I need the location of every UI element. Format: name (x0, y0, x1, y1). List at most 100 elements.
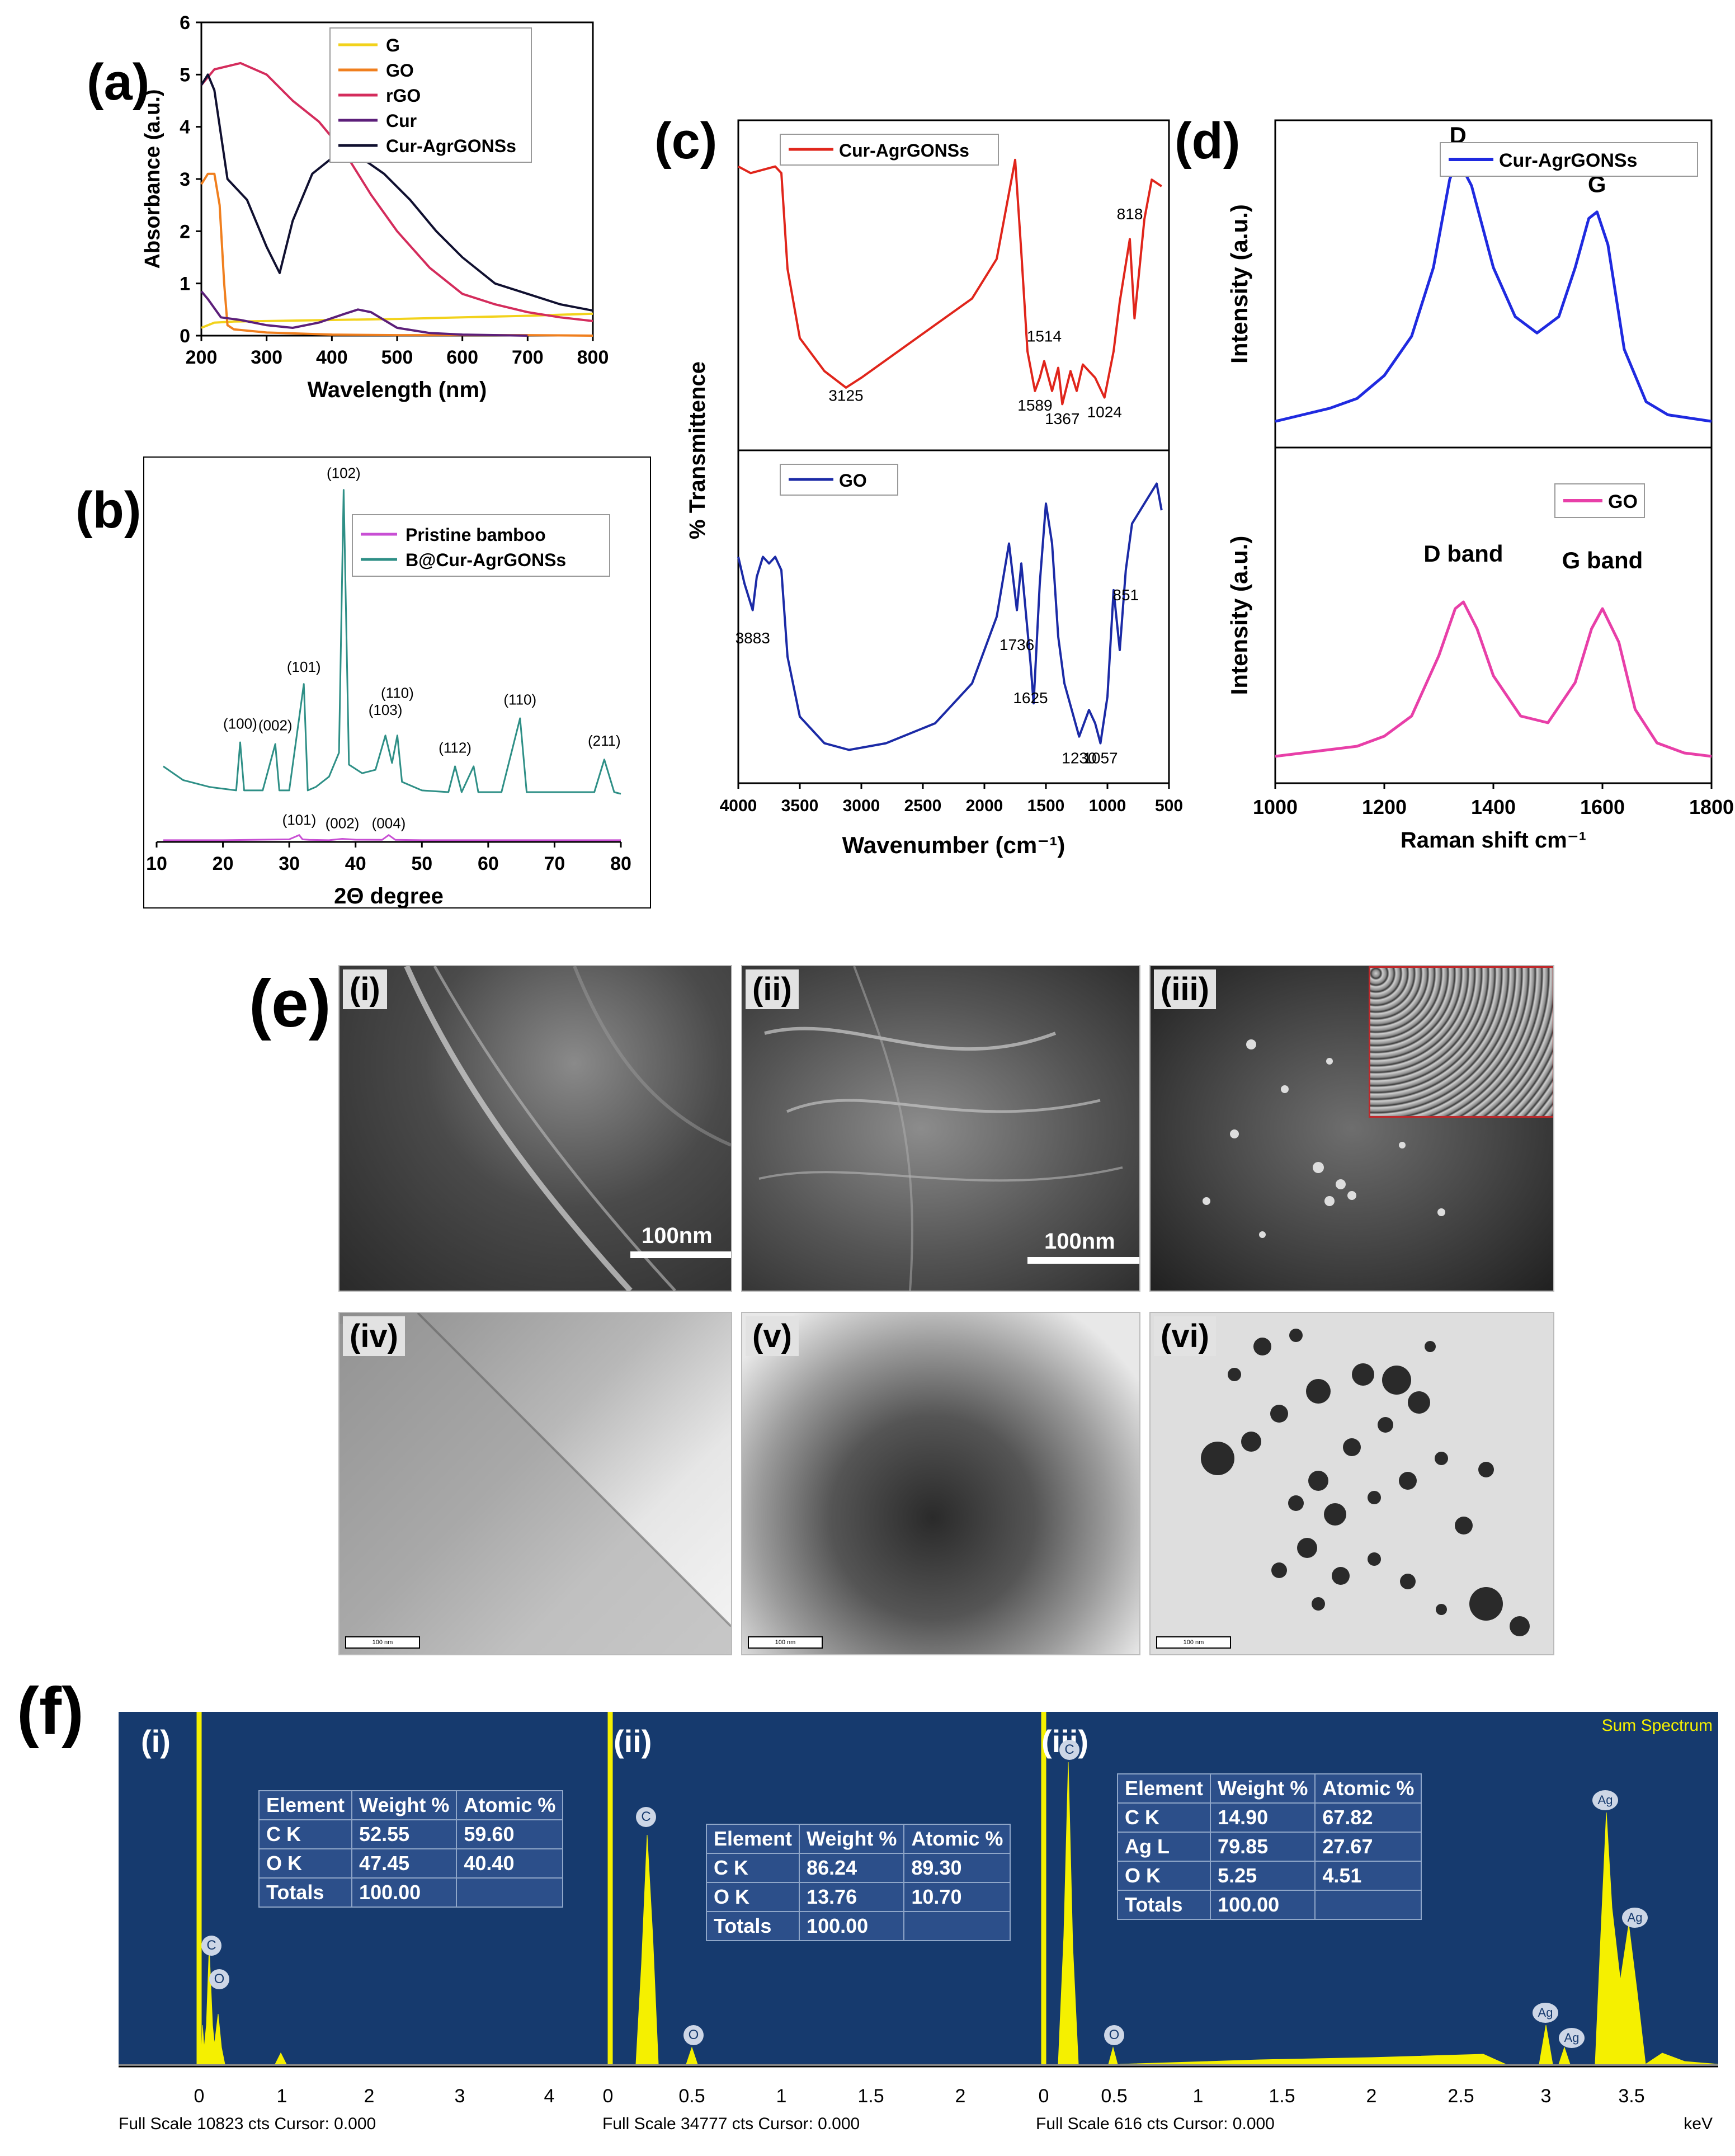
eds-tick: 1.5 (1269, 2086, 1295, 2107)
peak-annotation-c: 1230 (1062, 749, 1096, 766)
legend-label-c: Cur-AgrGONSs (839, 140, 969, 161)
legend-label-a: G (386, 35, 400, 55)
series-line-b-1 (163, 489, 621, 795)
x-tick-label-a: 500 (381, 347, 413, 368)
x-tick-label-c: 4000 (720, 797, 757, 815)
tem-scalebar-iv: 100 nm (345, 1636, 420, 1649)
peak-annotation-b: (110) (381, 684, 414, 701)
sem-image-ii: (ii) 100nm (741, 965, 1140, 1292)
peak-annotation-c: 818 (1117, 205, 1143, 223)
x-tick-label-a: 700 (512, 347, 544, 368)
sem-image-i: (i) 100nm (338, 965, 732, 1292)
series-line-a-3 (200, 290, 528, 337)
eds-tag-i: (i) (141, 1724, 171, 1759)
series-line-d-0 (1275, 158, 1712, 423)
eds-cell: 4.51 (1314, 1861, 1422, 1891)
x-tick-label-c: 3500 (781, 797, 819, 815)
peak-annotation-b: (211) (588, 732, 621, 749)
eds-tick: 0 (194, 2086, 205, 2107)
eds-sum-spectrum: Sum Spectrum (1601, 1716, 1713, 1735)
x-tick-label-b: 60 (478, 853, 499, 874)
eds-cell: 13.76 (799, 1882, 905, 1912)
tile-tag-ii: (ii) (746, 969, 799, 1009)
eds-cell: 14.90 (1210, 1802, 1316, 1833)
legend-label-d: GO (1608, 491, 1638, 512)
peak-annotation-c: 1024 (1087, 403, 1122, 421)
legend-label-c: GO (839, 470, 867, 491)
sem-tem-grid: (i) 100nm (ii) 100nm (iii) (iv (333, 965, 1566, 1661)
eds-peak-ag1-iii: Ag (1533, 2003, 1558, 2023)
eds-cell: Ag L (1116, 1832, 1211, 1862)
eds-peak-c-ii: C (636, 1807, 656, 1827)
eds-peak-o-ii: O (683, 2025, 704, 2045)
eds-cell: 100.00 (799, 1911, 905, 1941)
eds-head: Atomic % (1314, 1773, 1422, 1804)
y-axis-label-d-bottom: Intensity (a.u.) (1226, 536, 1252, 695)
peak-annotation-d: D band (1423, 540, 1503, 567)
eds-axis-ticks-i: 0 1 2 3 4 (119, 2065, 602, 2107)
eds-panel-i: (i) C O Element Weight % Atomic % C K 52.55… (119, 1712, 602, 2064)
x-axis-label-b: 2Θ degree (334, 884, 444, 908)
eds-tick: 0 (1039, 2086, 1049, 2107)
peak-annotation-c: 1625 (1013, 689, 1048, 707)
x-tick-label-d: 1600 (1580, 795, 1625, 818)
series-line-a-1 (200, 172, 593, 337)
chart-d-raman: 1000 1200 1400 1600 1800 Raman shift cm⁻¹ Inte… (1226, 119, 1734, 853)
legend-d-top (1440, 142, 1698, 177)
peak-annotation-c: 1057 (1083, 749, 1118, 766)
eds-tick: 0.5 (1101, 2086, 1127, 2107)
x-tick-label-c: 2000 (966, 797, 1003, 815)
series-line-a-0 (201, 312, 593, 329)
y-axis-label-c: % Transmittence (685, 361, 710, 539)
eds-cell: Totals (258, 1877, 353, 1908)
series-line-b-0 (163, 834, 621, 841)
eds-head: Weight % (1210, 1773, 1316, 1804)
x-tick-label-c: 3000 (843, 797, 880, 815)
tem-texture-iv (340, 1313, 731, 1654)
plot-frame-d (1274, 119, 1713, 784)
y-tick-label-a: 6 (180, 12, 190, 34)
tile-tag-vi: (vi) (1154, 1316, 1216, 1356)
x-tick-label-c: 2500 (904, 797, 942, 815)
eds-cell: 86.24 (799, 1853, 905, 1883)
series-line-d-1 (1275, 600, 1712, 758)
eds-cell: 100.00 (1210, 1890, 1316, 1920)
legend-label-a: rGO (386, 86, 421, 106)
x-tick-label-d: 1400 (1471, 795, 1516, 818)
panel-label-c: (c) (654, 112, 718, 170)
peak-annotation-b: (101) (282, 811, 317, 828)
eds-tick: 1.5 (857, 2086, 884, 2107)
peak-annotation-b: (110) (503, 691, 536, 708)
eds-tag-ii: (ii) (614, 1724, 652, 1759)
sem-texture-iii (1203, 1039, 1445, 1238)
eds-spectrum-i (196, 1712, 287, 2064)
peak-annotation-c: 1367 (1045, 410, 1079, 427)
eds-axis-ticks-iii: 0 0.5 1 1.5 2 2.5 3 3.5 (1036, 2065, 1718, 2107)
tile-tag-iv: (iv) (343, 1316, 405, 1356)
sem-inset-iii (1369, 966, 1553, 1118)
eds-cell (1314, 1890, 1422, 1920)
tile-tag-v: (v) (746, 1316, 799, 1356)
scalebar-label-i: 100nm (642, 1223, 713, 1248)
panel-label-e: (e) (249, 966, 331, 1041)
peak-annotation-b: (101) (287, 658, 321, 675)
x-tick-label-a: 600 (446, 347, 478, 368)
sem-texture-ii (758, 966, 1123, 1291)
eds-peak-c-iii: C (1059, 1740, 1079, 1760)
eds-tick: 2 (1366, 2086, 1377, 2107)
eds-cell: 67.82 (1314, 1802, 1422, 1833)
y-tick-label-a: 4 (180, 117, 190, 138)
eds-tick: 0 (603, 2086, 614, 2107)
tem-particles-vi (1201, 1329, 1530, 1636)
eds-head: Weight % (799, 1824, 905, 1854)
y-tick-label-a: 3 (180, 169, 190, 190)
eds-cell: 5.25 (1210, 1861, 1316, 1891)
y-tick-label-a: 2 (180, 221, 190, 242)
legend-a (329, 27, 532, 163)
legend-label-a: GO (386, 60, 414, 81)
scalebar-i (630, 1251, 731, 1258)
x-tick-label-d: 1000 (1253, 795, 1298, 818)
x-tick-label-b: 80 (610, 853, 631, 874)
eds-axis-ticks-ii: 0 0.5 1 1.5 2 (602, 2065, 1036, 2107)
eds-cell: C K (258, 1819, 353, 1849)
